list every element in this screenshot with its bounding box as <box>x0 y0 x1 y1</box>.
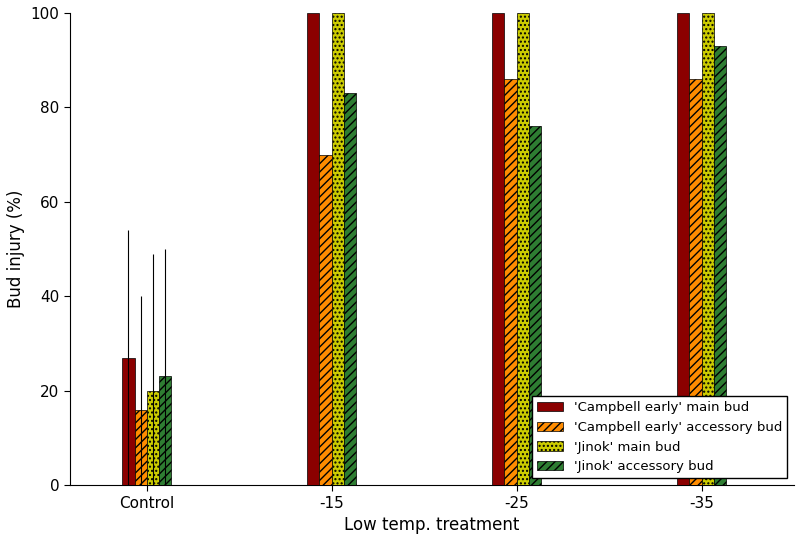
Bar <box>344 93 356 485</box>
Bar <box>159 377 171 485</box>
Y-axis label: Bud injury (%): Bud injury (%) <box>7 190 25 308</box>
Bar <box>702 13 714 485</box>
Bar <box>332 13 344 485</box>
X-axis label: Low temp. treatment: Low temp. treatment <box>344 516 520 534</box>
Legend: 'Campbell early' main bud, 'Campbell early' accessory bud, 'Jinok' main bud, 'Ji: 'Campbell early' main bud, 'Campbell ear… <box>532 396 787 478</box>
Bar <box>320 155 332 485</box>
Bar <box>714 46 727 485</box>
Bar <box>517 13 529 485</box>
Bar <box>135 410 147 485</box>
Bar <box>123 358 135 485</box>
Bar <box>307 13 320 485</box>
Bar <box>529 126 541 485</box>
Bar <box>690 79 702 485</box>
Bar <box>677 13 690 485</box>
Bar <box>492 13 505 485</box>
Bar <box>147 391 159 485</box>
Bar <box>505 79 517 485</box>
